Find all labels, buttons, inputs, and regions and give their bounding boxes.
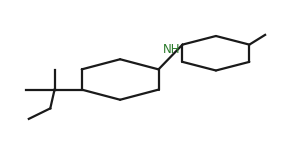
Text: NH: NH xyxy=(163,42,180,56)
